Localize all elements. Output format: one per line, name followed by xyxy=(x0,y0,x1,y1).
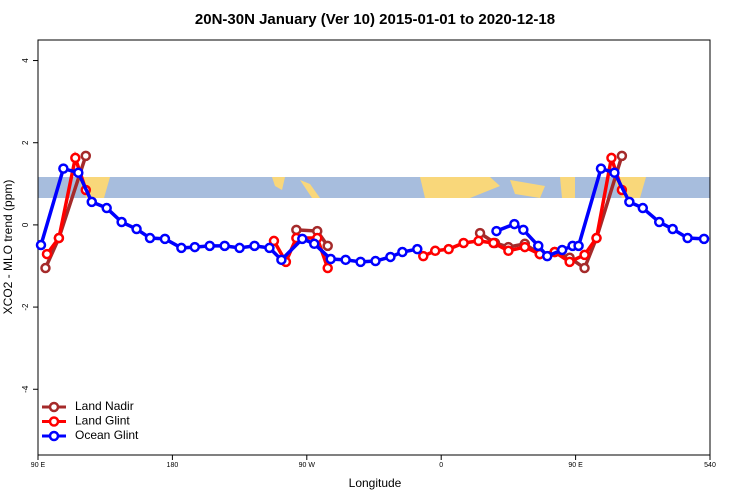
data-point xyxy=(144,232,156,244)
data-point xyxy=(264,242,275,254)
data-point xyxy=(40,262,51,274)
data-point xyxy=(637,202,649,214)
data-point xyxy=(70,152,81,164)
x-tick-label: 90 E xyxy=(31,462,46,469)
data-point xyxy=(325,253,336,265)
data-point xyxy=(564,256,575,268)
data-point xyxy=(309,238,320,250)
y-tick-label: 0 xyxy=(21,222,30,227)
y-axis-title: XCO2 - MLO trend (ppm) xyxy=(1,180,15,315)
data-point xyxy=(653,216,665,228)
data-point xyxy=(616,150,628,162)
data-point xyxy=(418,250,429,262)
x-tick-label: 0 xyxy=(439,462,443,469)
x-tick-label: 540 xyxy=(704,462,716,469)
data-point xyxy=(429,245,441,257)
data-point xyxy=(682,232,693,244)
data-point xyxy=(116,216,127,228)
data-point xyxy=(370,255,381,267)
data-point xyxy=(518,224,529,236)
data-point xyxy=(609,167,620,178)
data-point xyxy=(624,196,635,208)
data-point xyxy=(458,237,469,249)
legend-label: Ocean Glint xyxy=(75,428,139,442)
data-point xyxy=(297,233,308,245)
data-point xyxy=(579,262,590,274)
data-point xyxy=(249,240,260,252)
data-point xyxy=(355,256,366,268)
data-point xyxy=(234,242,245,254)
data-point xyxy=(509,218,520,230)
chart-title: 20N-30N January (Ver 10) 2015-01-01 to 2… xyxy=(195,11,555,28)
data-point xyxy=(176,242,187,254)
legend-label: Land Nadir xyxy=(75,399,134,413)
data-point xyxy=(591,232,602,244)
legend-marker xyxy=(48,401,60,413)
data-point xyxy=(541,250,553,262)
y-tick-label: 4 xyxy=(21,58,30,63)
data-point xyxy=(519,241,531,253)
data-point xyxy=(86,196,98,208)
x-tick-label: 90 E xyxy=(568,462,583,469)
y-tick-label: -4 xyxy=(21,385,30,393)
data-point xyxy=(159,233,171,245)
y-tick-label: -2 xyxy=(21,303,30,311)
x-axis-title: Longitude xyxy=(349,476,402,490)
data-point xyxy=(606,152,617,164)
data-point xyxy=(35,239,47,251)
data-point xyxy=(131,223,142,235)
data-point xyxy=(340,254,351,266)
legend-label: Land Glint xyxy=(75,414,130,428)
data-point xyxy=(412,243,423,255)
legend-marker xyxy=(48,416,60,427)
data-point xyxy=(503,245,514,257)
map-band xyxy=(38,177,710,198)
data-point xyxy=(397,246,408,258)
data-point xyxy=(219,240,230,252)
data-point xyxy=(573,240,584,252)
series-line xyxy=(495,166,705,259)
x-tick-label: 180 xyxy=(167,462,179,469)
data-point xyxy=(58,163,69,174)
data-point xyxy=(667,223,678,235)
y-tick-label: 2 xyxy=(21,140,30,145)
plot-frame xyxy=(37,39,711,456)
data-point xyxy=(276,254,287,266)
data-point xyxy=(556,244,568,256)
data-point xyxy=(41,248,53,260)
data-point xyxy=(268,235,280,247)
data-point xyxy=(488,237,499,249)
data-point xyxy=(73,167,84,178)
data-point xyxy=(533,240,544,252)
legend-marker xyxy=(48,430,60,442)
data-point xyxy=(204,240,215,252)
data-point xyxy=(80,150,92,162)
data-point xyxy=(322,262,333,274)
data-point xyxy=(101,202,112,214)
data-point xyxy=(53,232,65,244)
data-point xyxy=(473,235,484,247)
data-point xyxy=(443,243,454,255)
data-point xyxy=(385,251,396,263)
data-point xyxy=(595,163,607,174)
data-point xyxy=(698,233,710,245)
data-point xyxy=(189,241,201,253)
x-tick-label: 90 W xyxy=(299,462,316,469)
data-point xyxy=(491,225,502,237)
data-point xyxy=(322,240,333,252)
data-point xyxy=(291,224,302,236)
data-point xyxy=(579,249,590,261)
